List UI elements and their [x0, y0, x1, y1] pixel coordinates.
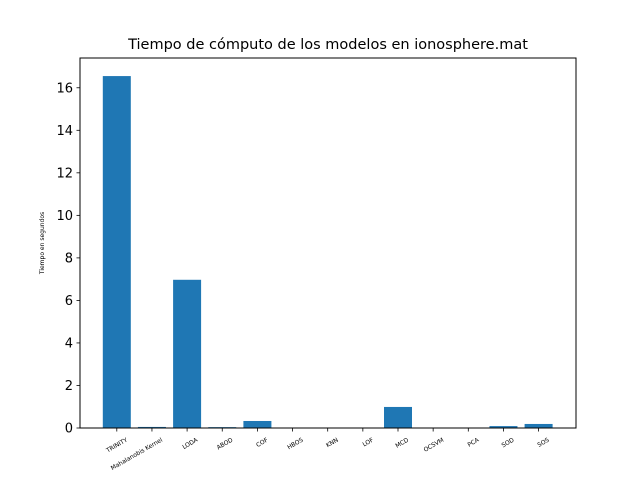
bar-sod	[489, 426, 518, 428]
bar-mahalanobis-kernel	[137, 426, 166, 428]
y-tick-label: 8	[65, 251, 73, 266]
x-tick-label: KNN	[325, 437, 340, 450]
x-tick-label: PCA	[466, 436, 481, 448]
x-tick-label: SOS	[536, 437, 550, 449]
bar-mcd	[384, 406, 412, 428]
y-tick-label: 0	[65, 422, 73, 437]
bar-sos	[524, 423, 553, 428]
x-tick-label: HBOS	[286, 437, 304, 452]
y-tick-label: 16	[56, 81, 73, 96]
y-tick-label: 12	[56, 166, 73, 181]
x-tick-label: LODA	[181, 436, 200, 451]
plot-frame	[79, 57, 577, 429]
chart-title: Tiempo de cómputo de los modelos en iono…	[127, 37, 528, 53]
bars-group	[102, 76, 553, 429]
x-tick-label: TRINITY	[104, 437, 129, 455]
x-tick-label: COF	[255, 436, 270, 449]
y-tick-label: 2	[65, 379, 73, 394]
y-tick-label: 4	[65, 336, 73, 351]
x-tick-label: SOD	[501, 436, 516, 449]
y-tick-label: 6	[65, 294, 73, 309]
x-tick-label: MCD	[394, 436, 410, 449]
y-tick-label: 14	[56, 124, 73, 139]
bar-cof	[243, 420, 272, 428]
y-axis-label: Tiempo en segundos	[39, 212, 46, 275]
x-tick-label: OCSVM	[423, 437, 446, 454]
y-axis: 0 2 4 6 8 10 12 14 16	[56, 81, 80, 437]
bar-trinity	[102, 76, 131, 429]
y-tick-label: 10	[56, 209, 73, 224]
x-tick-label: ABOD	[216, 436, 235, 451]
bar-loda	[173, 279, 202, 428]
x-tick-label: LOF	[362, 436, 376, 448]
